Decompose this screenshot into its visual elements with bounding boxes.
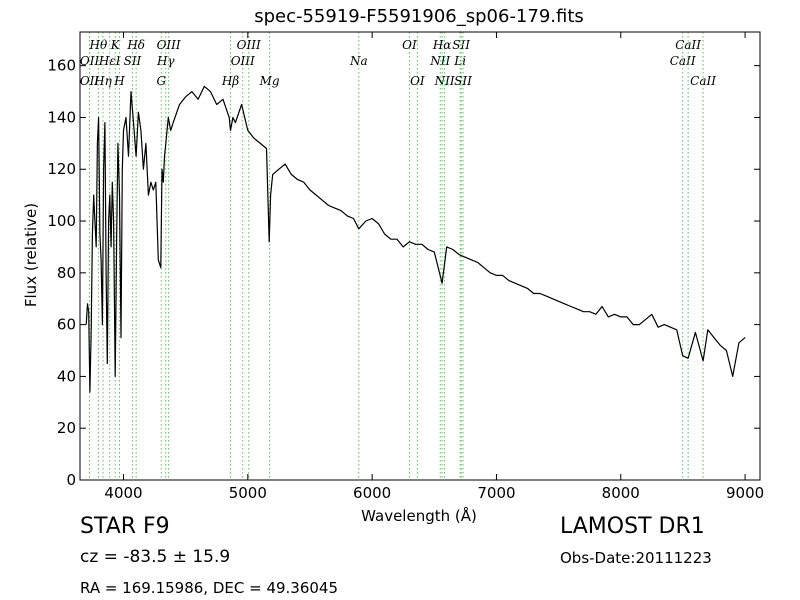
spectral-line-label: Hα [432,38,452,52]
spectral-line-label: CaII [670,54,696,68]
spectral-line-label: SII [452,38,470,52]
spectrum-series [85,85,746,393]
plot-frame [79,31,761,481]
spectral-line-label: NII [434,74,455,88]
y-tick-label: 120 [47,160,76,178]
spectral-line-label: Mg [259,74,280,88]
survey-name: LAMOST DR1 [560,514,705,539]
object-class: STAR F9 [80,514,170,539]
spectral-line-label: Hβ [221,74,239,88]
spectral-line-label: OII [80,74,100,88]
spectral-line-label: OI [402,38,417,52]
y-axis-label: Flux (relative) [22,203,40,307]
spectral-line-label: OI [410,74,425,88]
spectral-line-label: Hθ [89,38,108,52]
spectrum-line [85,85,746,393]
spectral-line-label: H [113,74,125,88]
x-tick-label: 5000 [229,484,267,502]
x-tick-label: 4000 [104,484,142,502]
x-tick-label: 6000 [353,484,391,502]
spectral-line-label: OIII [157,38,181,52]
chart-title: spec-55919-F5591906_sp06-179.fits [254,6,584,27]
y-tick-label: 0 [66,471,76,489]
x-tick-label: 8000 [602,484,640,502]
x-axis-label: Wavelength (Å) [361,506,477,525]
spectral-line-label: Hδ [126,38,145,52]
spectral-line-label: HεI [98,54,121,68]
y-tick-label: 160 [47,57,76,75]
y-tick-label: 40 [57,367,76,385]
y-tick-label: 140 [47,108,76,126]
spectral-line-label: CaII [690,74,716,88]
spectral-line-label: K [110,38,121,52]
observation-date: Obs-Date:20111223 [560,549,712,567]
spectral-line-label: Hγ [156,54,175,68]
spectral-line-label: Hη [93,74,112,88]
x-tick-label: 7000 [477,484,515,502]
x-tick-label: 9000 [726,484,764,502]
y-tick-label: 80 [57,264,76,282]
redshift-value: cz = -83.5 ± 15.9 [80,547,231,567]
spectral-line-label: OIII [237,38,261,52]
coordinates: RA = 169.15986, DEC = 49.36045 [80,579,339,597]
y-tick-label: 60 [57,316,76,334]
spectral-line-label: NII [429,54,450,68]
spectral-line-markers: OIIOIIHθHηHεIKHSIIHδGHγOIIIHβOIIIOIIIMgN… [80,32,716,480]
y-tick-label: 20 [57,419,76,437]
spectral-line-label: Li [453,54,466,68]
spectral-line-label: CaII [675,38,701,52]
axes: 4000 5000 6000 7000 8000 9000 0 20 40 60 80 100 120 1… [47,31,764,502]
y-tick-label: 100 [47,212,76,230]
spectral-line-label: Na [349,54,368,68]
spectral-line-label: OIII [231,54,255,68]
spectral-line-label: SII [124,54,142,68]
spectral-line-label: G [157,74,167,88]
spectral-line-label: SII [454,74,472,88]
